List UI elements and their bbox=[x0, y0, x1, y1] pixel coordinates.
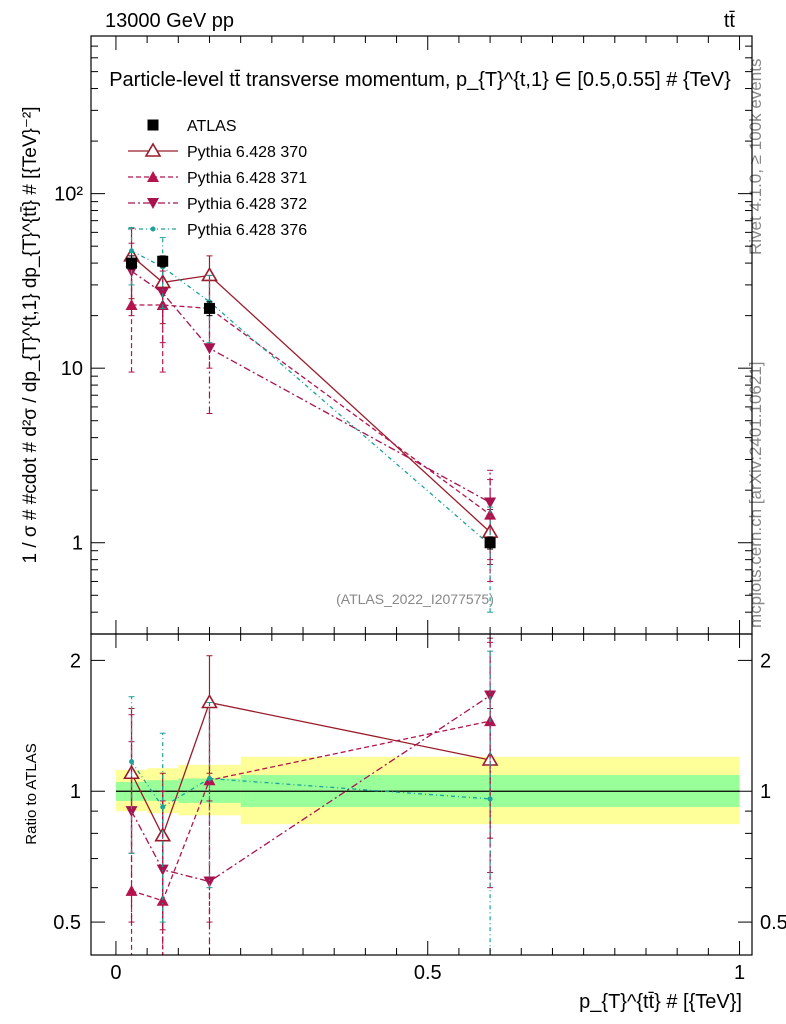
ratio-y-tick-label: 2 bbox=[70, 650, 81, 672]
legend-marker-p376 bbox=[150, 226, 156, 232]
ratio-point-p372 bbox=[203, 876, 216, 888]
main-series-atlas bbox=[126, 255, 496, 550]
legend-marker-p372 bbox=[147, 198, 159, 209]
legend-marker-atlas bbox=[147, 119, 159, 131]
legend-marker-p370 bbox=[144, 142, 162, 157]
ratio-y-tick-label-right: 1 bbox=[760, 781, 771, 803]
mcplots-label: mcplots.cern.ch [arXiv:2401.10621] bbox=[746, 362, 765, 628]
plot-title: Particle-level tt̄ transverse momentum, … bbox=[109, 69, 731, 91]
main-point-p372 bbox=[484, 497, 497, 509]
main-series-p372 bbox=[125, 242, 497, 561]
ratio-line-p371 bbox=[131, 720, 491, 902]
legend-label-p372: Pythia 6.428 372 bbox=[187, 196, 307, 213]
main-point-p376 bbox=[129, 248, 135, 254]
ratio-data-layer bbox=[115, 637, 740, 955]
main-series-p371 bbox=[125, 270, 497, 582]
legend-label-p370: Pythia 6.428 370 bbox=[187, 144, 307, 161]
ratio-frame bbox=[90, 633, 753, 956]
x-tick-label: 1 bbox=[734, 962, 745, 984]
ratio-point-p376 bbox=[160, 804, 166, 810]
ratio-series-p376 bbox=[128, 650, 494, 955]
ratio-y-tick-label-right: 2 bbox=[760, 650, 771, 672]
legend-label-p371: Pythia 6.428 371 bbox=[187, 170, 307, 187]
main-point-atlas bbox=[484, 537, 496, 549]
ratio-point-p376 bbox=[206, 775, 212, 781]
legend-marker-p371 bbox=[147, 171, 159, 182]
main-y-tick-label: 1 bbox=[72, 533, 83, 555]
main-point-atlas bbox=[157, 255, 169, 267]
ratio-point-p376 bbox=[487, 796, 493, 802]
ratio-line-p372 bbox=[130, 695, 491, 883]
energy-label: 13000 GeV pp bbox=[105, 10, 234, 32]
ratio-point-p372 bbox=[125, 806, 138, 818]
main-line-p372 bbox=[131, 270, 491, 504]
main-y-tick-label: 10² bbox=[54, 184, 83, 206]
main-point-p372 bbox=[156, 287, 169, 299]
ratio-point-p376 bbox=[129, 759, 135, 765]
ratio-y-axis-title: Ratio to ATLAS bbox=[23, 743, 40, 844]
legend-label-p376: Pythia 6.428 376 bbox=[187, 222, 307, 239]
x-axis-title: p_{T}^{tt̄} # [{TeV}] bbox=[579, 991, 742, 1013]
analysis-tag: (ATLAS_2022_I2077575) bbox=[336, 591, 494, 607]
ratio-y-tick-label: 1 bbox=[70, 781, 81, 803]
x-tick-label: 0.5 bbox=[414, 962, 442, 984]
main-y-tick-label: 10 bbox=[61, 358, 83, 380]
legend: ATLAS Pythia 6.428 370 Pythia 6.428 371 Pyt… bbox=[128, 118, 307, 239]
main-panel: 1 10 10² Particle-level tt̄ transverse mom… bbox=[20, 35, 753, 635]
rivet-label: Rivet 4.1.0, ≥ 100k events bbox=[746, 59, 765, 255]
ratio-axes: 0.5 0.5 1 1 2 2 0 0.5 1 bbox=[53, 634, 786, 984]
main-point-atlas bbox=[203, 302, 215, 314]
legend-label-atlas: ATLAS bbox=[187, 118, 237, 135]
main-data-layer bbox=[123, 226, 499, 613]
process-label: tt̄ bbox=[724, 10, 736, 32]
ratio-y-tick-label-right: 0.5 bbox=[760, 912, 786, 934]
main-line-p371 bbox=[131, 304, 491, 516]
main-y-axis-title: 1 / σ # #cdot # d²σ / dp_{T}^{t,1} dp_{T… bbox=[20, 107, 41, 564]
x-tick-label: 0 bbox=[110, 962, 121, 984]
main-line-p370 bbox=[131, 255, 491, 533]
main-series-p370 bbox=[123, 228, 499, 566]
ratio-point-p371 bbox=[156, 894, 169, 906]
ratio-y-tick-label: 0.5 bbox=[53, 912, 81, 934]
ratio-point-p370 bbox=[201, 693, 218, 709]
ratio-panel: 0.5 0.5 1 1 2 2 0 0.5 1 Ratio to ATLAS p_{T}^{tt… bbox=[23, 633, 786, 1013]
main-point-p372 bbox=[203, 343, 216, 355]
main-point-atlas bbox=[126, 257, 138, 269]
ratio-line-p370 bbox=[130, 701, 491, 838]
main-axes: 1 10 10² bbox=[54, 35, 752, 635]
main-series-p376 bbox=[128, 226, 494, 613]
ratio-point-p372 bbox=[484, 690, 497, 702]
main-line-p376 bbox=[131, 250, 491, 546]
